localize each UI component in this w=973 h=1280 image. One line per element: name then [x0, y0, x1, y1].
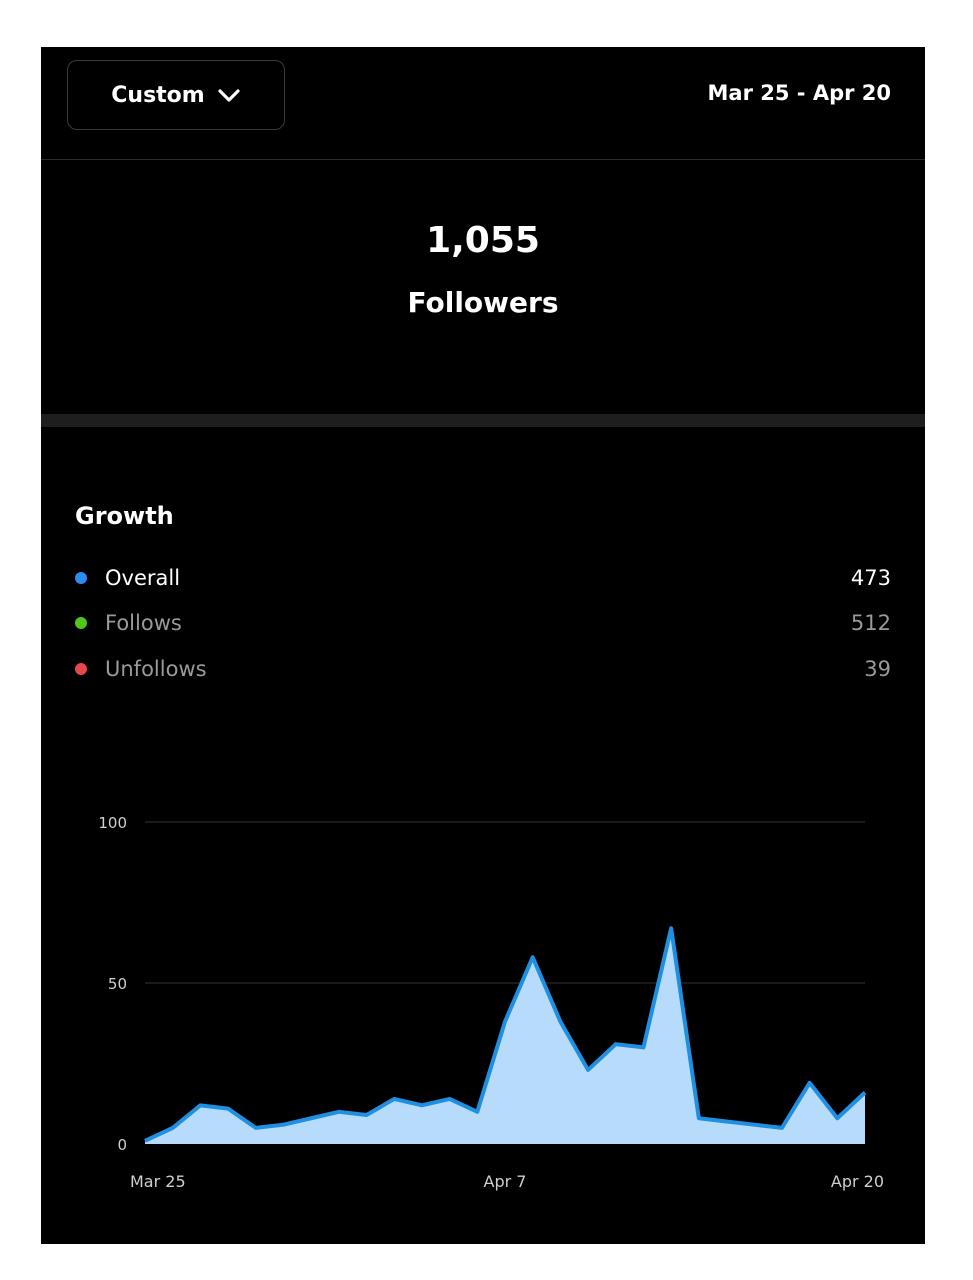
chevron-down-icon: [218, 89, 240, 102]
legend-row-follows: Follows 512: [75, 607, 891, 639]
section-divider: [41, 414, 925, 427]
overall-dot: [75, 572, 87, 584]
follows-value: 512: [850, 611, 891, 635]
y-tick-label: 50: [108, 975, 127, 993]
header-bar: Custom Mar 25 - Apr 20: [41, 47, 925, 160]
x-tick-label: Apr 7: [484, 1172, 527, 1191]
y-tick-label: 0: [117, 1136, 127, 1154]
x-tick-label: Apr 20: [831, 1172, 884, 1191]
x-tick-label: Mar 25: [130, 1172, 186, 1191]
followers-count: 1,055: [426, 220, 540, 261]
unfollows-label: Unfollows: [105, 657, 207, 681]
date-range-text: Mar 25 - Apr 20: [707, 81, 891, 105]
area-fill: [145, 928, 865, 1144]
followers-summary: 1,055 Followers: [41, 160, 925, 414]
date-range-dropdown[interactable]: Custom: [67, 60, 285, 130]
overall-value: 473: [850, 566, 891, 590]
followers-label: Followers: [407, 286, 559, 319]
unfollows-value: 39: [864, 657, 891, 681]
growth-title: Growth: [75, 502, 174, 530]
growth-chart: 0 50 100 Mar 25 Apr 7 Apr 20: [98, 814, 884, 1191]
legend-row-unfollows: Unfollows 39: [75, 653, 891, 685]
y-tick-label: 100: [98, 814, 127, 832]
overall-label: Overall: [105, 566, 181, 590]
follows-label: Follows: [105, 611, 182, 635]
followers-panel: Custom Mar 25 - Apr 20 1,055 Followers G…: [41, 47, 925, 1244]
unfollows-dot: [75, 663, 87, 675]
date-range-dropdown-label: Custom: [111, 82, 205, 108]
legend-row-overall: Overall 473: [75, 562, 891, 594]
follows-dot: [75, 617, 87, 629]
